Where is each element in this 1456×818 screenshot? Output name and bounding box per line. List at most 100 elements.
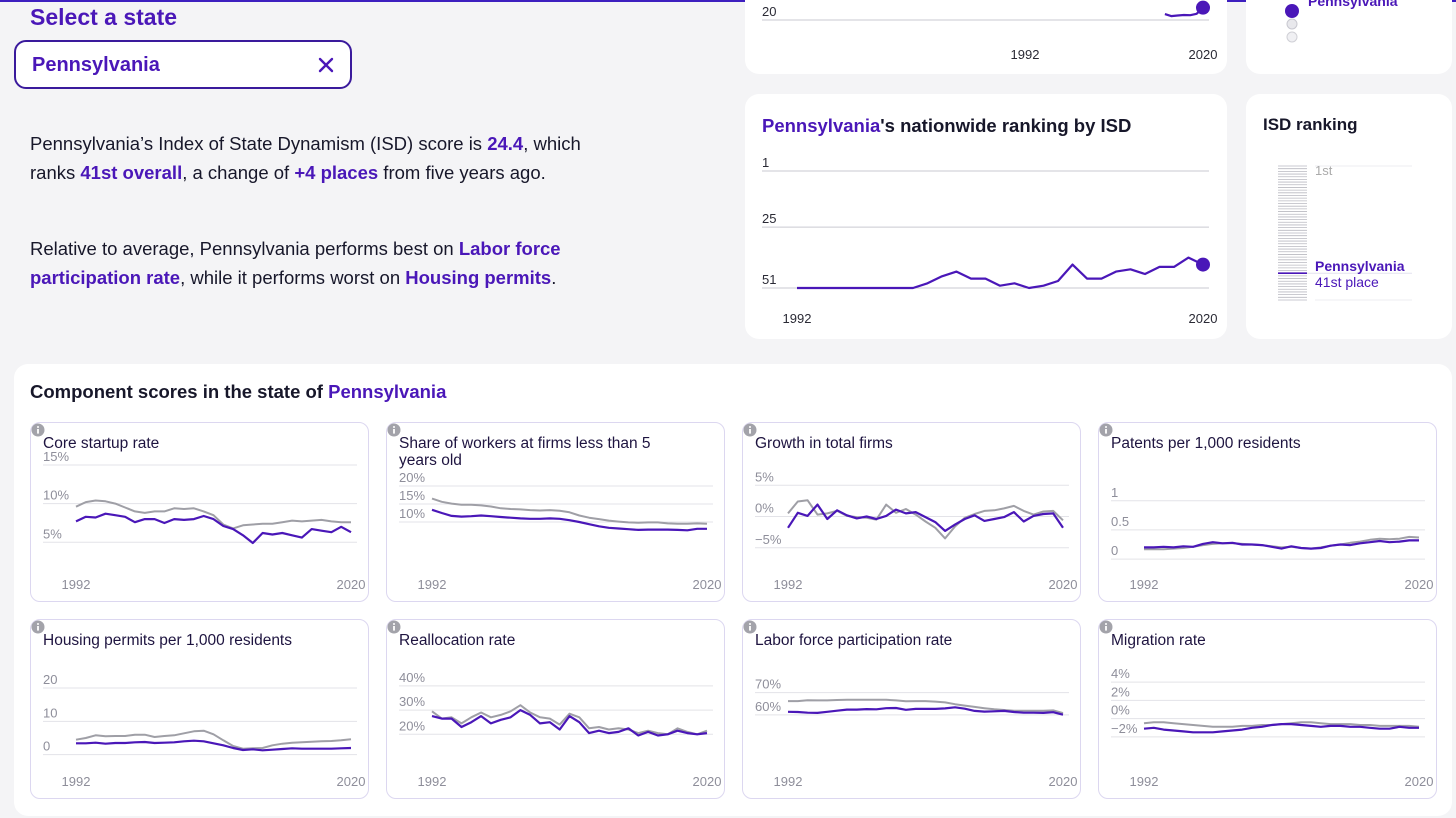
other-dot-icon <box>1286 18 1298 30</box>
isd-ranking-stack <box>1278 165 1412 301</box>
state-series-line <box>76 739 352 752</box>
legend-dots <box>1285 4 1299 43</box>
close-icon[interactable] <box>316 55 336 75</box>
isd-score-card: 20 1992 2020 <box>745 0 1227 74</box>
x-tick-label: 2020 <box>693 577 722 592</box>
component-chart-title: Reallocation rate <box>399 632 516 649</box>
info-icon[interactable] <box>31 423 45 437</box>
ranking-title: Pennsylvania's nationwide ranking by ISD <box>762 115 1131 137</box>
rank-change: +4 places <box>294 162 379 183</box>
y-tick-label: 0 <box>43 739 50 754</box>
average-series-line <box>75 499 351 530</box>
average-series-line <box>788 698 1064 715</box>
y-tick-label: 2% <box>1111 684 1130 699</box>
isd-ranking-title: ISD ranking <box>1263 115 1358 134</box>
state-series-line <box>797 256 1204 290</box>
component-chart-title: Core startup rate <box>43 435 160 452</box>
performance-summary: Relative to average, Pennsylvania perfor… <box>30 234 600 292</box>
average-series-line <box>431 497 708 525</box>
info-icon[interactable] <box>743 423 757 437</box>
info-icon[interactable] <box>387 620 401 634</box>
first-place-label: 1st <box>1315 163 1333 178</box>
state-series-line <box>1143 722 1419 734</box>
average-series-line <box>431 704 708 736</box>
y-tick-label: 20% <box>399 718 425 733</box>
components-title-prefix: Component scores in the state of <box>30 381 329 402</box>
ranking-chart: 1 25 51 1992 2020 <box>762 155 1218 326</box>
y-tick-label: 0% <box>1111 703 1130 718</box>
summary-text: . <box>551 267 557 288</box>
isd-summary: Pennsylvania’s Index of State Dynamism (… <box>30 129 600 187</box>
x-tick-label: 1992 <box>774 577 803 592</box>
legend-state-label: Pennsylvania <box>1308 0 1398 9</box>
component-chart-patents: Patents per 1,000 residents 0 0.5 1 1992 2020 <box>1098 422 1437 602</box>
component-chart-title: Housing permits per 1,000 residents <box>43 632 292 649</box>
component-line-chart: 60% 70% 1992 2020 <box>755 677 1078 789</box>
component-chart-young-firm-share: Share of workers at firms less than 5 ye… <box>386 422 725 602</box>
state-dot-icon <box>1285 4 1299 18</box>
state-endpoint-dot <box>1196 0 1210 15</box>
y-tick-label: 1 <box>762 155 769 170</box>
component-chart-title: Share of workers at firms less than 5 ye… <box>399 435 651 469</box>
y-tick-label: 1 <box>1111 485 1118 500</box>
info-icon[interactable] <box>31 620 45 634</box>
y-tick-label: 20 <box>43 672 57 687</box>
x-tick-label: 1992 <box>774 774 803 789</box>
component-line-chart: 0 0.5 1 1992 2020 <box>1111 485 1434 592</box>
info-icon[interactable] <box>743 620 757 634</box>
x-tick-label: 2020 <box>1049 774 1078 789</box>
isd-state-label: Pennsylvania <box>1315 258 1405 274</box>
isd-rank: 41st overall <box>80 162 183 183</box>
top-accent-line <box>0 0 1456 2</box>
best-component: Labor force participation rate <box>30 238 561 288</box>
state-series-line <box>787 503 1064 533</box>
x-tick-label: 2020 <box>1405 577 1434 592</box>
state-series-line <box>431 508 707 532</box>
component-chart-core-startup: Core startup rate 5% 10% 15% 1992 2020 <box>30 422 369 602</box>
y-tick-label: 5% <box>755 469 774 484</box>
state-search-box[interactable] <box>14 40 352 89</box>
components-title-state: Pennsylvania <box>328 381 447 402</box>
x-tick-label: 2020 <box>1049 577 1078 592</box>
y-tick-label: 0 <box>1111 543 1118 558</box>
component-line-chart: 5% 10% 15% 1992 2020 <box>43 449 365 592</box>
component-chart-title: Migration rate <box>1111 632 1206 649</box>
y-tick-label: 25 <box>762 211 776 226</box>
info-icon[interactable] <box>387 423 401 437</box>
isd-place-label: 41st place <box>1315 274 1379 290</box>
y-tick-label: −2% <box>1111 721 1138 736</box>
y-tick-label: 0% <box>755 501 774 516</box>
component-chart-title: Patents per 1,000 residents <box>1111 435 1301 452</box>
ranking-title-state: Pennsylvania <box>762 115 881 136</box>
y-tick-label: 5% <box>43 526 62 541</box>
state-input[interactable] <box>32 52 302 78</box>
x-tick-label: 1992 <box>418 774 447 789</box>
state-series-line <box>787 706 1064 716</box>
y-tick-label: 70% <box>755 677 781 692</box>
x-tick-label: 1992 <box>783 311 812 326</box>
x-tick-label: 2020 <box>693 774 722 789</box>
component-chart-labor-force: Labor force participation rate 60% 70% 1992… <box>742 619 1081 799</box>
x-tick-label: 1992 <box>1011 47 1040 62</box>
summary-text: from five years ago. <box>378 162 546 183</box>
worst-component: Housing permits <box>405 267 552 288</box>
info-icon[interactable] <box>1099 620 1113 634</box>
y-tick-label: 60% <box>755 699 781 714</box>
component-chart-housing-permits: Housing permits per 1,000 residents 0 10 20… <box>30 619 369 799</box>
components-title: Component scores in the state of Pennsyl… <box>30 381 446 403</box>
average-series-line <box>75 729 352 750</box>
component-line-chart: −2% 0% 2% 4% 1992 2020 <box>1111 666 1433 789</box>
y-tick-label: 10% <box>399 506 425 521</box>
component-chart-title: Growth in total firms <box>755 435 893 452</box>
state-series-line <box>1164 6 1204 18</box>
isd-score: 24.4 <box>487 133 524 154</box>
info-icon[interactable] <box>1099 423 1113 437</box>
component-chart-migration: Migration rate −2% 0% 2% 4% 1992 2020 <box>1098 619 1437 799</box>
isd-score-chart: 20 1992 2020 <box>762 0 1217 62</box>
x-tick-label: 2020 <box>1189 311 1218 326</box>
y-tick-label: 20% <box>399 470 425 485</box>
state-series-line <box>1144 539 1419 550</box>
summary-text: , while it performs worst on <box>180 267 406 288</box>
summary-text: , which ranks <box>30 133 581 183</box>
component-chart-title: Labor force participation rate <box>755 632 953 649</box>
